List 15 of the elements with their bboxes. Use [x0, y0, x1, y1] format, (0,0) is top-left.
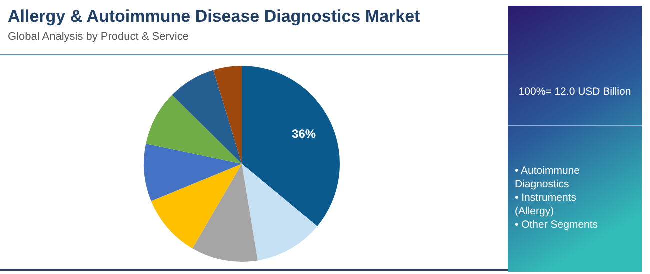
data-label: 36%: [292, 126, 316, 141]
pie-slice: [151, 164, 242, 249]
pie-slice: [172, 70, 242, 164]
text: • Instruments (Allergy): [515, 192, 576, 218]
pie-slice: [146, 95, 242, 164]
text: • Autoimmune Diagnostics: [515, 165, 580, 190]
chart-subtitle: Global Analysis by Product & Service: [8, 31, 189, 43]
chart-title: Allergy & Autoimmune Disease Diagnostics Market: [8, 7, 421, 26]
text: 100%= 12.0 USD Billion: [518, 86, 632, 98]
text: • Other Segments: [515, 219, 598, 231]
pie-slice: [144, 144, 242, 202]
pie-slice: [192, 164, 258, 262]
pie-slice: [242, 66, 340, 226]
pie-slice: [213, 66, 242, 164]
pie-slice: [242, 164, 318, 261]
